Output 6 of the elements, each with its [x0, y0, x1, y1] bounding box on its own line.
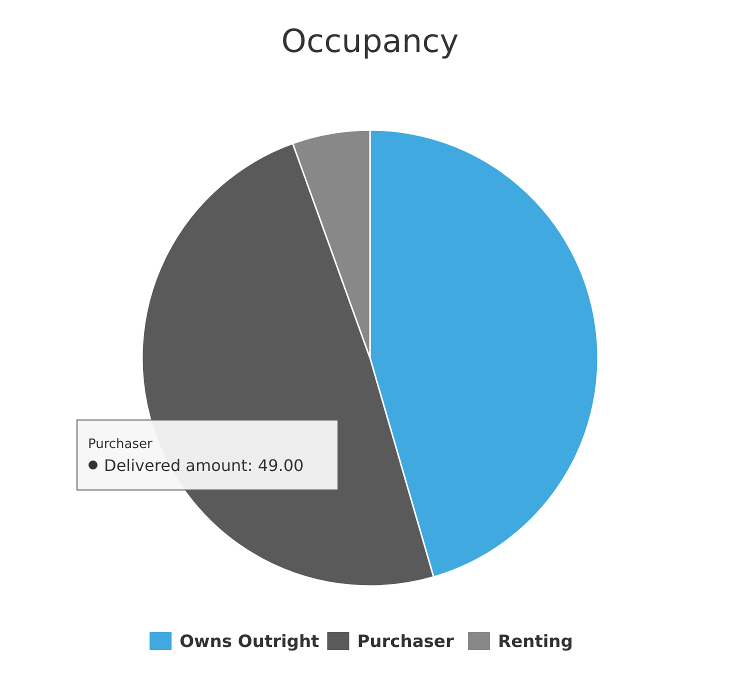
legend-label: Renting — [498, 632, 573, 652]
text: Purchaser — [88, 437, 154, 452]
text: Delivered amount: 49.00 — [104, 456, 304, 475]
legend-label: Owns Outright — [180, 632, 320, 652]
legend-label: Purchaser — [357, 632, 454, 652]
chart-title: Occupancy — [281, 22, 459, 60]
